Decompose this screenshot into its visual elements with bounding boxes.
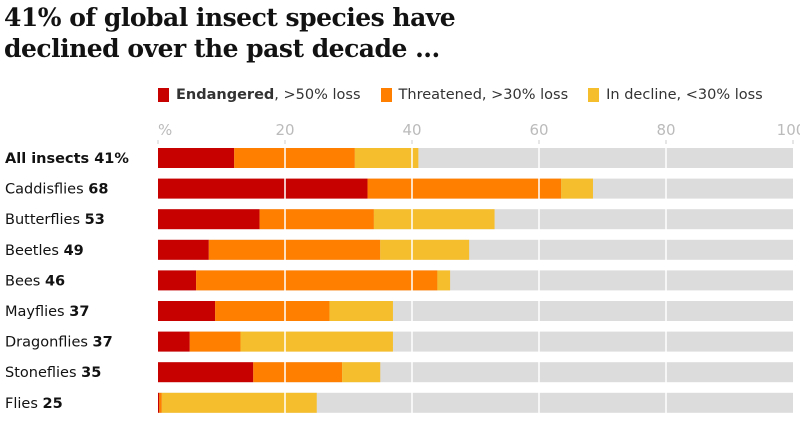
- bar-segment-threatened: [208, 239, 381, 260]
- bar-segment-endangered: [158, 392, 160, 413]
- bar-segment-in-decline: [161, 392, 317, 413]
- bar-segment-in-decline: [354, 148, 419, 168]
- bar-segment-threatened: [253, 362, 343, 383]
- bar-segment-threatened: [215, 301, 330, 321]
- bar-segment-in-decline: [329, 301, 393, 321]
- category-label: Beetles 49: [5, 243, 84, 259]
- bar-segment-in-decline: [380, 239, 470, 260]
- bar-segment-endangered: [158, 362, 254, 383]
- bar-segment-endangered: [158, 239, 209, 260]
- bar-segment-threatened: [159, 392, 162, 413]
- bar-segment-in-decline: [342, 362, 381, 383]
- category-label: Stoneflies 35: [5, 365, 101, 381]
- legend-label-bold: Endangered: [176, 87, 275, 103]
- bar-segment-threatened: [189, 331, 241, 352]
- bar-segment-endangered: [158, 331, 190, 352]
- bar-segment-endangered: [158, 270, 197, 291]
- category-label: All insects 41%: [5, 151, 129, 167]
- legend-swatch: [588, 88, 600, 102]
- legend-swatch: [158, 88, 169, 102]
- bar-segment-in-decline: [373, 209, 495, 230]
- x-tick-label: 40: [402, 121, 421, 139]
- x-tick-label: 100: [777, 121, 800, 139]
- legend-item-threatened: Threatened, >30% loss: [380, 87, 569, 103]
- x-tick-label: 80: [656, 121, 675, 139]
- x-tick-label: %: [158, 121, 172, 139]
- legend-swatch: [380, 88, 392, 102]
- bar-segment-threatened: [234, 148, 355, 168]
- x-tick-label: 20: [275, 121, 294, 139]
- bar-segment-threatened: [259, 209, 374, 230]
- bar-segment-endangered: [158, 209, 260, 230]
- bar-segment-threatened: [196, 270, 438, 291]
- legend-label: Threatened, >30% loss: [398, 87, 569, 103]
- legend-label: In decline, <30% loss: [606, 87, 763, 103]
- legend-item-endangered: Endangered, >50% loss: [158, 87, 361, 103]
- category-label: Dragonflies 37: [5, 335, 113, 351]
- chart-title: 41% of global insect species have declin…: [4, 3, 456, 63]
- legend: Endangered, >50% loss Threatened, >30% l…: [158, 87, 763, 103]
- bar-segment-endangered: [158, 178, 368, 199]
- category-label: Bees 46: [5, 273, 65, 289]
- category-label: Mayflies 37: [5, 304, 89, 320]
- x-tick-label: 60: [529, 121, 548, 139]
- bar-segment-in-decline: [561, 178, 593, 199]
- bar-segment-endangered: [158, 301, 216, 321]
- legend-label: , >50% loss: [274, 87, 361, 103]
- legend-item-in-decline: In decline, <30% loss: [588, 87, 763, 103]
- category-label: Caddisflies 68: [5, 182, 108, 198]
- bar-segment-threatened: [367, 178, 562, 199]
- bar-segment-in-decline: [437, 270, 451, 291]
- bar-segment-in-decline: [240, 331, 393, 352]
- category-label: Flies 25: [5, 396, 63, 412]
- category-label: Butterflies 53: [5, 212, 105, 228]
- bar-segment-endangered: [158, 148, 235, 168]
